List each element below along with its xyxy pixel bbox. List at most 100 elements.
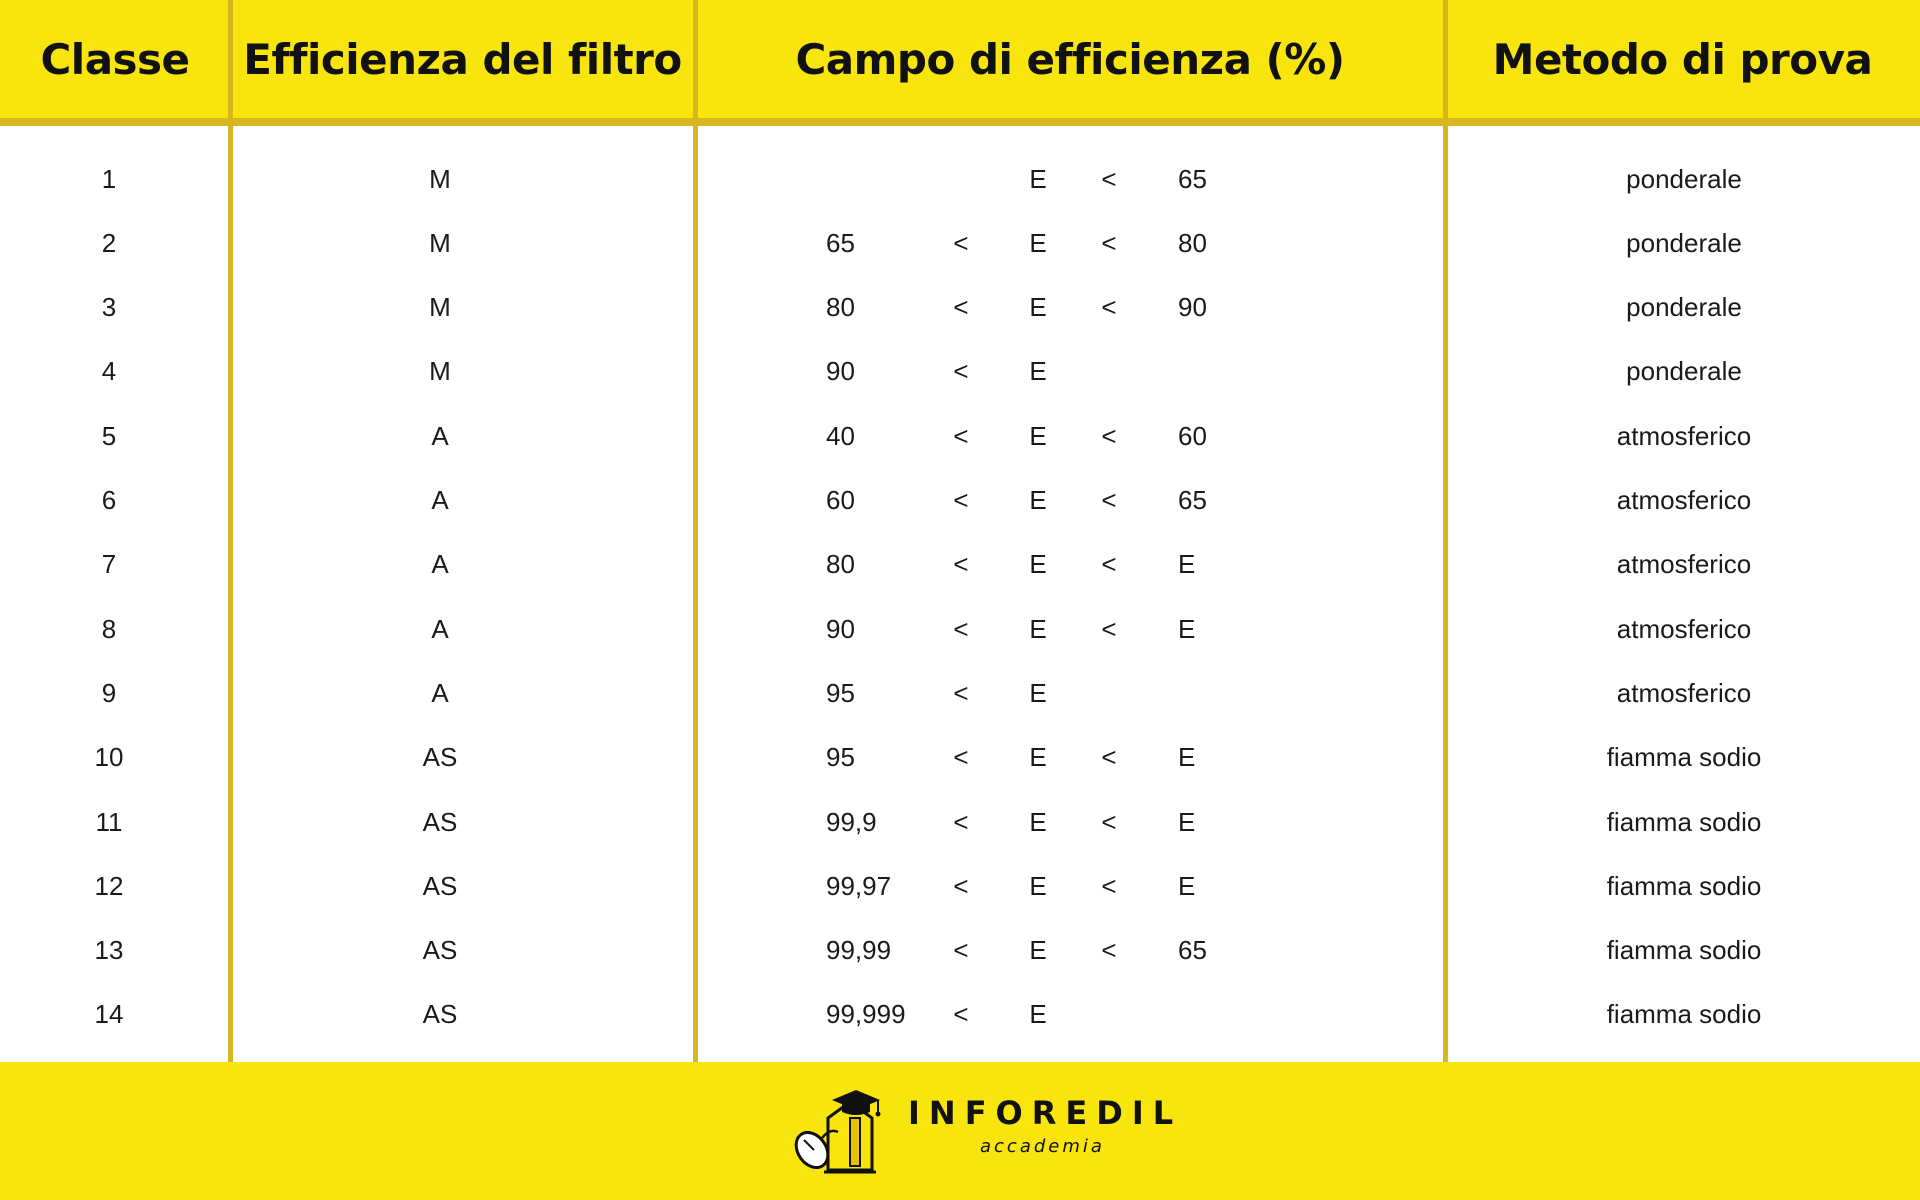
cell-campo-e: E <box>1029 227 1047 258</box>
cell-campo-op1: < <box>953 806 969 837</box>
brand-name: INFOREDIL <box>908 1094 1183 1132</box>
cell-campo-e: E <box>1029 549 1047 580</box>
cell-campo-max <box>1178 661 1228 725</box>
cell-campo-e: E <box>1029 613 1047 644</box>
cell-campo-e: E <box>1029 935 1047 966</box>
cell-classe: 9 <box>101 677 117 708</box>
cell-campo-min <box>826 147 936 211</box>
cell-campo-op1: < <box>953 420 969 451</box>
cell-classe: 2 <box>101 227 117 258</box>
cell-classe: 12 <box>94 870 124 901</box>
cell-efficienza-filtro: AS <box>422 806 458 837</box>
cell-campo-op2: < <box>1101 742 1117 773</box>
cell-metodo-prova: atmosferico <box>1616 613 1752 644</box>
cell-campo-op1: < <box>953 227 969 258</box>
cell-campo-op1: < <box>953 999 969 1030</box>
cell-efficienza-filtro: M <box>429 227 451 258</box>
cell-campo-op2: < <box>1101 870 1117 901</box>
table-row: 6 A 60 < E <65 atmosferico <box>0 469 1920 533</box>
table-row: 2 M 65 < E <80 ponderale <box>0 211 1920 275</box>
cell-metodo-prova: ponderale <box>1626 163 1742 194</box>
cell-campo-e: E <box>1029 292 1047 323</box>
cell-campo-min: 95 <box>826 742 855 773</box>
cell-campo-max: 90 <box>1178 292 1207 323</box>
table-row: 1 M E <65 ponderale <box>0 147 1920 211</box>
cell-campo-min: 90 <box>826 356 855 387</box>
table-header: Classe Efficienza del filtro Campo di ef… <box>0 0 1920 126</box>
cell-metodo-prova: fiamma sodio <box>1606 870 1762 901</box>
cell-campo-op2: < <box>1101 292 1117 323</box>
cell-campo-e: E <box>1029 806 1047 837</box>
cell-campo-op2 <box>1094 661 1124 725</box>
cell-campo-op2: < <box>1101 613 1117 644</box>
cell-efficienza-filtro: A <box>431 485 449 515</box>
cell-campo-min: 99,97 <box>826 870 892 901</box>
cell-campo-op2: < <box>1101 485 1117 515</box>
cell-campo-e: E <box>1029 742 1047 773</box>
cell-campo-op1: < <box>953 292 969 323</box>
cell-metodo-prova: ponderale <box>1626 356 1742 387</box>
cell-efficienza-filtro: M <box>429 163 451 194</box>
cell-campo-op2: < <box>1101 549 1117 580</box>
cell-campo-e: E <box>1029 485 1047 515</box>
cell-campo-e: E <box>1029 163 1047 194</box>
cell-classe: 10 <box>94 742 124 773</box>
cell-metodo-prova: atmosferico <box>1616 677 1752 708</box>
cell-efficienza-filtro: A <box>431 613 449 644</box>
cell-classe: 8 <box>101 613 117 644</box>
cell-campo-op2: < <box>1101 935 1117 966</box>
table-body: 1 M E <65 ponderale 2 M 65 < E <80 ponderale 3 M 80 < E <… <box>0 126 1920 1062</box>
cell-efficienza-filtro: AS <box>422 742 458 773</box>
cell-campo-max: E <box>1178 742 1196 773</box>
cell-campo-min: 95 <box>826 677 855 708</box>
cell-classe: 11 <box>95 806 123 837</box>
cell-efficienza-filtro: M <box>429 292 451 323</box>
cell-metodo-prova: atmosferico <box>1616 549 1752 580</box>
cell-campo-max: 65 <box>1178 935 1207 966</box>
cell-campo-min: 99,9 <box>826 806 877 837</box>
cell-classe: 4 <box>101 356 117 387</box>
cell-classe: 5 <box>101 420 117 451</box>
cell-campo-min: 80 <box>826 549 855 580</box>
cell-campo-op1: < <box>953 935 969 966</box>
cell-campo-min: 90 <box>826 613 855 644</box>
cell-campo-max: 65 <box>1178 163 1207 194</box>
header-campo-efficienza: Campo di efficienza (%) <box>795 34 1345 84</box>
graduation-cap-house-mouse-icon <box>794 1090 881 1174</box>
cell-classe: 7 <box>101 549 117 580</box>
cell-campo-e: E <box>1029 356 1047 387</box>
cell-campo-op1: < <box>953 356 969 387</box>
cell-campo-op2: < <box>1101 163 1117 194</box>
cell-efficienza-filtro: AS <box>422 870 458 901</box>
cell-campo-max: 65 <box>1178 485 1207 515</box>
cell-metodo-prova: atmosferico <box>1616 420 1752 451</box>
cell-efficienza-filtro: A <box>431 549 449 580</box>
header-classe: Classe <box>40 34 190 84</box>
cell-campo-min: 99,999 <box>826 999 906 1030</box>
cell-campo-op1: < <box>953 613 969 644</box>
cell-metodo-prova: atmosferico <box>1616 485 1752 515</box>
column-divider <box>228 0 233 1062</box>
cell-classe: 1 <box>101 163 117 194</box>
cell-efficienza-filtro: A <box>431 420 449 451</box>
cell-campo-max <box>1178 983 1228 1047</box>
cell-campo-min: 80 <box>826 292 855 323</box>
cell-campo-op2: < <box>1101 227 1117 258</box>
cell-campo-op2: < <box>1101 420 1117 451</box>
cell-metodo-prova: fiamma sodio <box>1606 742 1762 773</box>
cell-campo-max: 80 <box>1178 227 1207 258</box>
cell-campo-max: E <box>1178 613 1196 644</box>
cell-campo-max: E <box>1178 870 1196 901</box>
cell-classe: 13 <box>94 935 124 966</box>
cell-metodo-prova: fiamma sodio <box>1606 999 1762 1030</box>
cell-efficienza-filtro: M <box>429 356 451 387</box>
cell-metodo-prova: ponderale <box>1626 227 1742 258</box>
table-row: 5 A 40 < E <60 atmosferico <box>0 404 1920 468</box>
column-divider <box>693 0 698 1062</box>
